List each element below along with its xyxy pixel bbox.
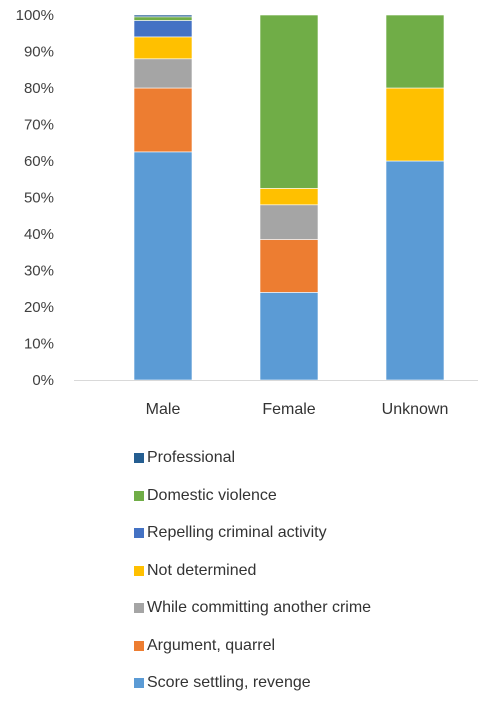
legend-item: Score settling, revenge [134,672,311,694]
legend-label: Professional [147,449,236,466]
bar-segment [259,239,319,293]
legend-item: Not determined [134,560,256,582]
bar-segment [133,20,193,38]
x-tick-label: Female [262,401,315,418]
y-axis: 0% 10% 20% 30% 40% 50% 60% 70% 80% 90% 100% [16,7,54,389]
legend-swatch [134,490,144,501]
x-tick-label: Unknown [382,401,449,418]
y-tick-label: 50% [24,190,54,207]
bar-segment [133,36,193,60]
bar-segment [259,188,319,206]
legend-item: Argument, quarrel [134,635,275,657]
y-tick-label: 40% [24,226,54,243]
legend-label: Domestic violence [147,486,277,504]
bar-segment [259,292,319,381]
y-tick-label: 90% [24,44,54,61]
legend-swatch [134,528,144,538]
y-tick-label: 70% [24,117,54,134]
legend-label: While committing another crime [147,599,372,616]
y-tick-label: 20% [24,299,54,316]
legend-item: Repelling criminal activity [134,522,327,544]
y-tick-label: 60% [24,153,54,170]
stacked-bar-chart: 0% 10% 20% 30% 40% 50% 60% 70% 80% 90% 100% Male Fe… [16,7,478,418]
legend-swatch [134,453,144,463]
bar-segment [133,87,193,153]
legend-label: Repelling criminal activity [147,524,327,541]
y-tick-label: 100% [16,7,54,24]
legend-label: Argument, quarrel [147,636,276,654]
legend-label: Not determined [147,561,257,579]
bars [133,14,445,381]
legend-item: Domestic violence [134,485,277,507]
y-tick-label: 10% [24,336,54,353]
y-tick-label: 30% [24,263,54,280]
legend-item: While committing another crime [134,597,371,619]
x-tick-label: Male [146,401,181,418]
bar-segment [133,58,193,89]
legend-swatch [134,603,144,613]
bar-segment [259,14,319,189]
bar-segment [133,151,193,381]
bar-segment [133,16,193,21]
bar-segment [133,14,193,18]
y-tick-label: 0% [32,372,54,389]
bar-segment [385,160,445,381]
bar-segment [385,14,445,89]
legend-label: Score settling, revenge [147,674,311,691]
legend-item: Professional [134,447,235,469]
y-tick-label: 80% [24,80,54,97]
legend-swatch [134,565,144,576]
legend-swatch [134,640,144,651]
bar-segment [259,204,319,240]
bar-segment [385,87,445,162]
legend-swatch [134,678,144,688]
x-axis: Male Female Unknown [74,380,478,418]
